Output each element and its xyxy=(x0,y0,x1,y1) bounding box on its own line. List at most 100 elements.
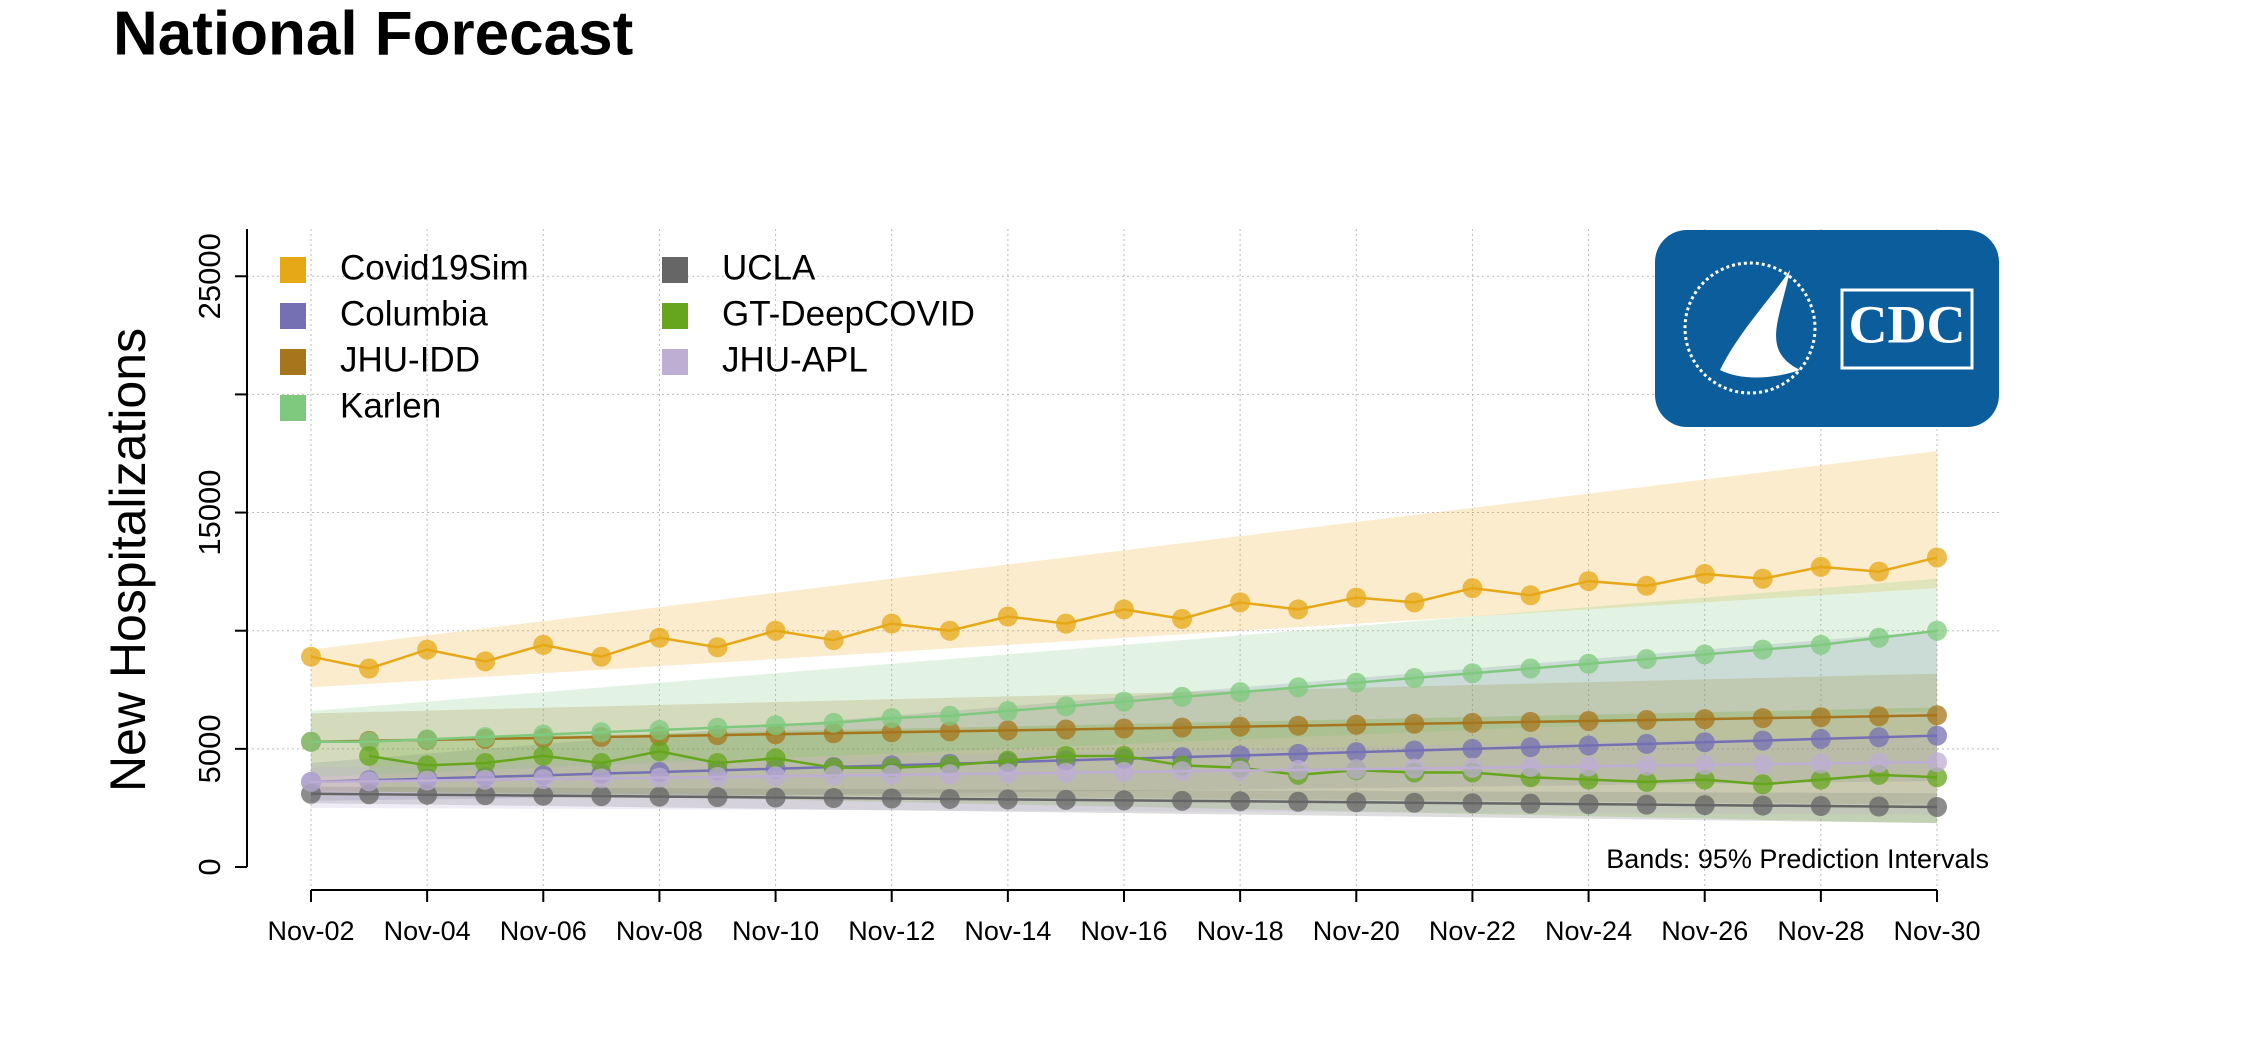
logo: CDC xyxy=(1655,230,1999,427)
data-point xyxy=(765,715,786,736)
legend-label: GT-DeepCOVID xyxy=(722,294,975,333)
data-point xyxy=(1404,758,1425,779)
legend-swatch xyxy=(662,257,688,283)
data-point xyxy=(1694,644,1715,665)
data-point xyxy=(1230,791,1251,812)
x-tick-label: Nov-06 xyxy=(500,916,587,946)
data-point xyxy=(1230,592,1251,613)
data-point xyxy=(1346,759,1367,780)
data-point xyxy=(1172,608,1193,629)
data-point xyxy=(417,729,438,750)
legend-swatch xyxy=(280,303,306,329)
data-point xyxy=(475,785,496,806)
data-point xyxy=(649,767,670,788)
data-point xyxy=(823,788,844,809)
data-point xyxy=(765,766,786,787)
data-point xyxy=(533,724,554,745)
data-point xyxy=(1055,613,1076,634)
data-point xyxy=(1578,756,1599,777)
data-point xyxy=(939,764,960,785)
data-point xyxy=(1114,718,1134,739)
data-point xyxy=(707,717,728,738)
x-tick-label: Nov-20 xyxy=(1313,916,1400,946)
data-point xyxy=(359,771,380,792)
data-point xyxy=(1636,575,1657,596)
data-point xyxy=(1288,759,1309,780)
data-point xyxy=(707,637,728,658)
data-point xyxy=(1636,710,1657,731)
data-point xyxy=(1868,752,1889,773)
logo-eagle xyxy=(1720,270,1800,378)
data-point xyxy=(881,722,902,743)
data-point xyxy=(359,745,380,766)
data-point xyxy=(1636,755,1657,776)
data-point xyxy=(881,708,902,729)
data-point xyxy=(939,788,960,809)
data-point xyxy=(1636,771,1657,792)
data-point xyxy=(1810,707,1831,728)
data-point xyxy=(1288,715,1309,736)
data-point xyxy=(1752,795,1773,816)
logo-text: CDC xyxy=(1849,294,1966,354)
data-point xyxy=(301,731,321,752)
data-point xyxy=(1288,677,1309,698)
data-point xyxy=(1927,725,1947,746)
data-point xyxy=(1288,743,1309,764)
x-tick-label: Nov-04 xyxy=(384,916,471,946)
data-point xyxy=(1172,686,1193,707)
data-point xyxy=(1462,757,1483,778)
x-tick-label: Nov-08 xyxy=(616,916,703,946)
data-point xyxy=(1578,710,1599,731)
data-point xyxy=(1520,711,1541,732)
data-point xyxy=(1868,796,1889,817)
data-point xyxy=(591,722,612,743)
data-point xyxy=(1694,732,1715,753)
data-point xyxy=(1694,709,1715,730)
data-point xyxy=(1172,717,1193,738)
data-point xyxy=(1752,708,1773,729)
data-point xyxy=(1404,740,1425,761)
data-point xyxy=(1868,727,1889,748)
data-point xyxy=(1868,627,1889,648)
x-tick-label: Nov-18 xyxy=(1197,916,1284,946)
data-point xyxy=(1055,789,1076,810)
data-point xyxy=(533,634,554,655)
data-point xyxy=(881,788,902,809)
x-tick-label: Nov-22 xyxy=(1429,916,1516,946)
data-point xyxy=(475,651,496,672)
data-point xyxy=(591,768,612,789)
data-point xyxy=(1346,742,1367,763)
data-point xyxy=(1404,713,1425,734)
data-point xyxy=(649,627,670,648)
data-point xyxy=(881,764,902,785)
data-point xyxy=(1752,730,1773,751)
data-point xyxy=(1230,716,1251,737)
data-point xyxy=(939,721,960,742)
logo-seal xyxy=(1683,261,1817,395)
data-point xyxy=(301,771,321,792)
data-point xyxy=(823,630,844,651)
data-point xyxy=(591,646,612,667)
data-point xyxy=(1288,599,1309,620)
x-tick-label: Nov-28 xyxy=(1777,916,1864,946)
legend-label: UCLA xyxy=(722,248,816,287)
data-point xyxy=(1462,712,1483,733)
y-tick-label: 0 xyxy=(192,858,227,875)
data-point xyxy=(1578,794,1599,815)
x-tick-label: Nov-26 xyxy=(1661,916,1748,946)
data-point xyxy=(997,789,1018,810)
data-point xyxy=(475,769,496,790)
data-point xyxy=(1810,556,1831,577)
data-point xyxy=(1346,587,1367,608)
data-point xyxy=(881,613,902,634)
data-point xyxy=(591,786,612,807)
data-point xyxy=(1172,761,1193,782)
data-point xyxy=(1462,793,1483,814)
data-point xyxy=(1404,792,1425,813)
data-point xyxy=(1752,774,1773,795)
data-point xyxy=(417,770,438,791)
data-point xyxy=(1462,738,1483,759)
legend-label: Columbia xyxy=(340,294,488,333)
data-point xyxy=(1346,792,1367,813)
